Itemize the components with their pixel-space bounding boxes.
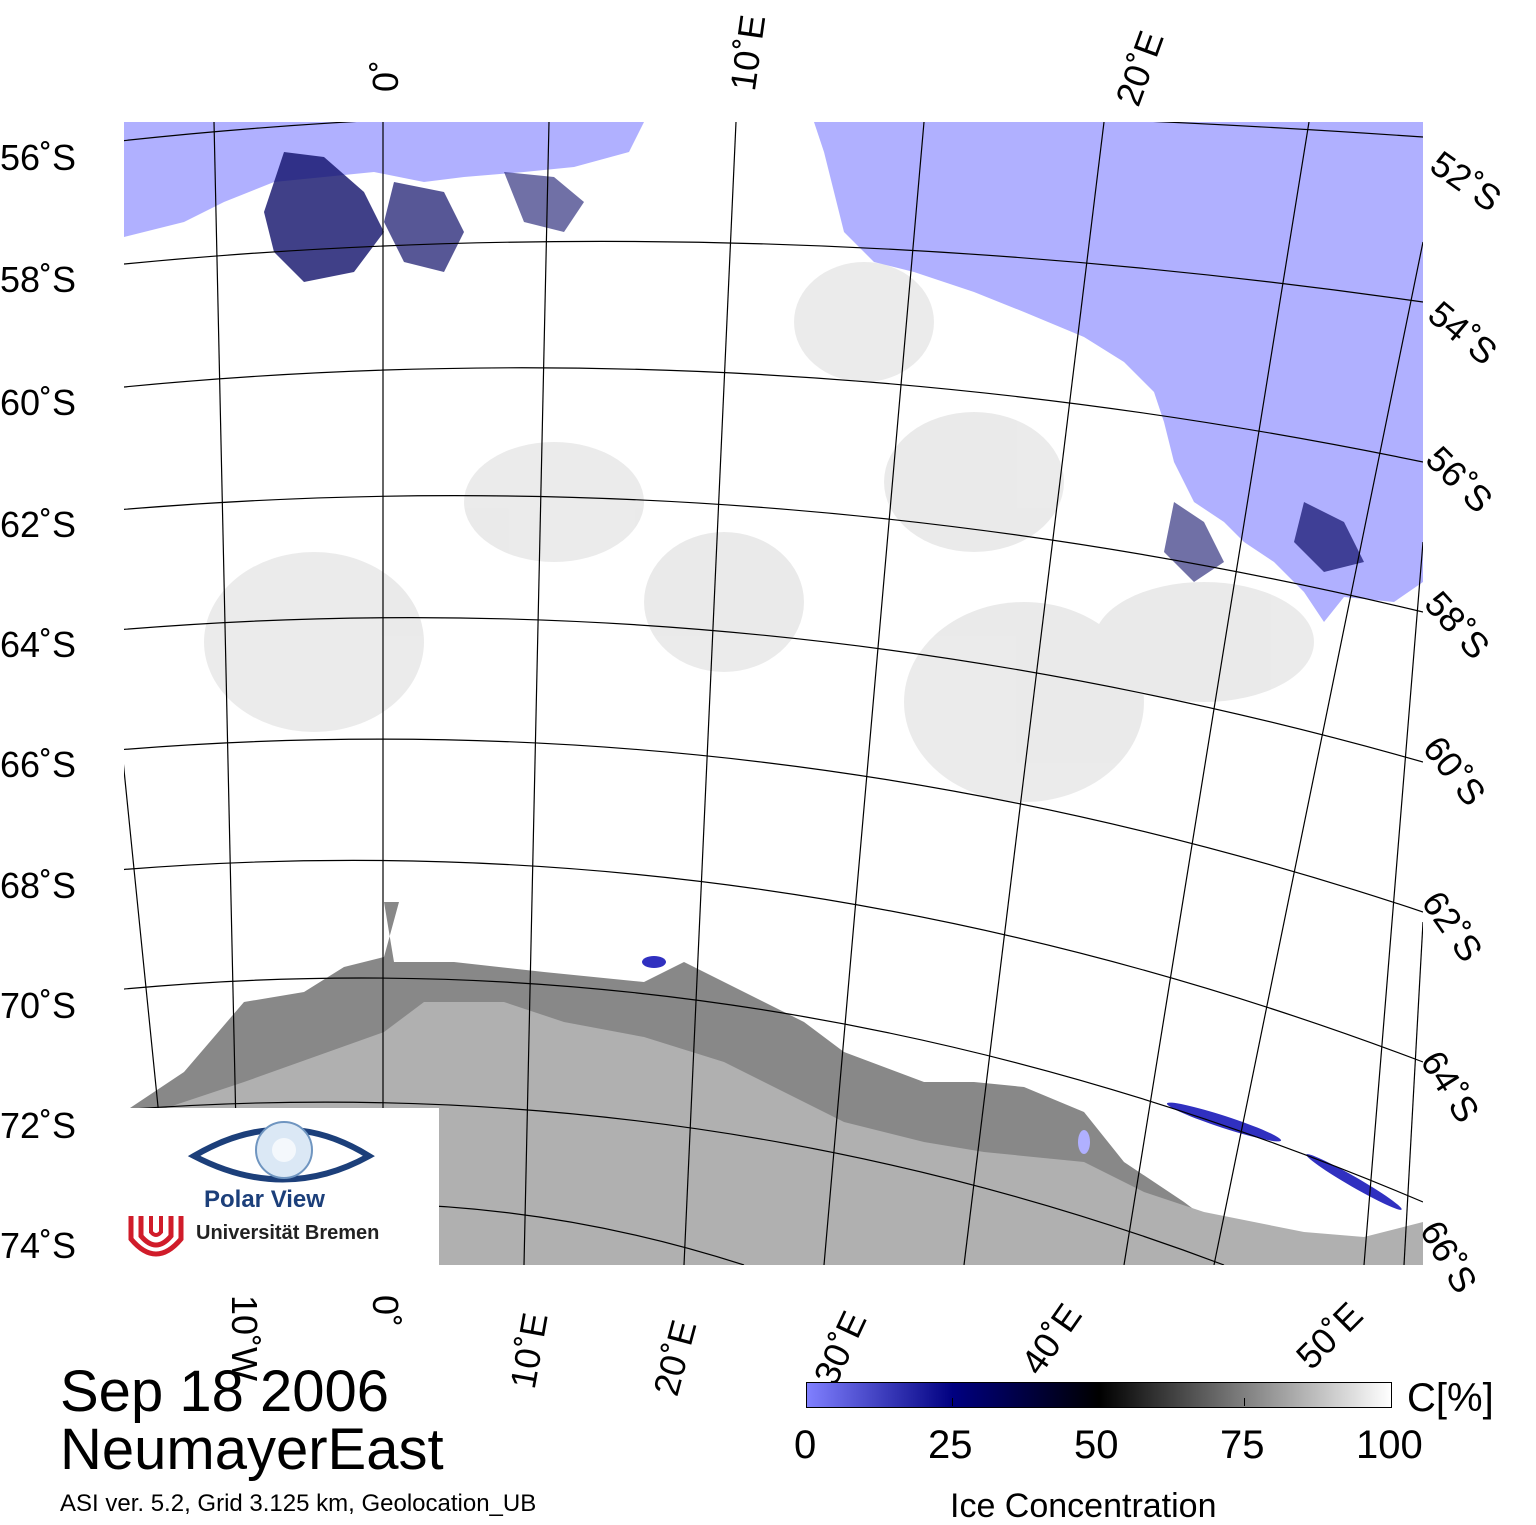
lon-label-top: 20˚E [1107,25,1172,111]
colorbar-tick-label: 100 [1356,1423,1423,1467]
open-water-area [814,122,1423,622]
lat-label-right: 62˚S [1413,883,1492,970]
land [124,1002,1423,1265]
lat-label-right: 52˚S [1423,142,1510,220]
lat-label-right: 60˚S [1415,728,1495,814]
lat-label-left: 66˚S [0,744,77,785]
colorbar-tick [952,1398,953,1406]
lon-label-bottom: 40˚E [1012,1295,1090,1382]
colorbar-unit: C[%] [1407,1376,1494,1420]
lat-label-right: 64˚S [1412,1043,1488,1130]
logo-institution: Universität Bremen [196,1222,380,1244]
lat-label-left: 56˚S [0,137,77,178]
colorbar-tick [1244,1398,1245,1406]
university-seal-icon [128,1216,184,1257]
lon-label-bottom: 0˚ [365,1295,406,1328]
colorbar [806,1382,1392,1408]
colorbar-label: Ice Concentration [950,1487,1217,1525]
lat-label-left: 58˚S [0,259,77,300]
lon-label-bottom: 50˚E [1287,1294,1371,1377]
coastal-polynyas [642,956,1402,1210]
longitude-lines [124,122,1423,1265]
lat-label-right: 56˚S [1418,437,1501,521]
colorbar-tick-label: 0 [794,1423,817,1467]
lat-label-left: 60˚S [0,382,77,423]
lat-label-left: 62˚S [0,504,77,545]
lat-label-right: 66˚S [1412,1213,1486,1300]
map-metadata: ASI ver. 5.2, Grid 3.125 km, Geolocation… [60,1490,537,1517]
lat-label-left: 74˚S [0,1225,77,1266]
lat-label-left: 68˚S [0,865,77,906]
lon-label-bottom: 10˚E [502,1309,556,1392]
ice-texture [204,262,1314,802]
ice-edge-features [264,152,1364,582]
colorbar-tick-label: 25 [928,1423,973,1467]
lon-label-top: 10˚E [722,12,774,94]
map-date: Sep 18 2006 [60,1359,389,1424]
logo-title: Polar View [204,1186,325,1213]
logo: Polar View Universität Bremen [124,1108,439,1265]
map-region: NeumayerEast [60,1417,444,1482]
lat-label-right: 54˚S [1420,292,1506,373]
lon-label-bottom: 20˚E [645,1315,705,1400]
lon-label-top: 0˚ [365,59,406,92]
lat-label-left: 70˚S [0,985,77,1026]
map-canvas [124,122,1423,1265]
colorbar-tick-label: 75 [1220,1423,1265,1467]
map-panel [124,122,1423,1265]
open-water-top-left [124,122,644,237]
lon-label-bottom: 30˚E [805,1304,875,1392]
colorbar-tick [1098,1398,1099,1406]
colorbar-tick-label: 50 [1074,1423,1119,1467]
lat-label-left: 72˚S [0,1105,77,1146]
lat-label-right: 58˚S [1416,582,1499,667]
eye-logo-icon [187,1121,375,1183]
lat-label-left: 64˚S [0,624,77,665]
